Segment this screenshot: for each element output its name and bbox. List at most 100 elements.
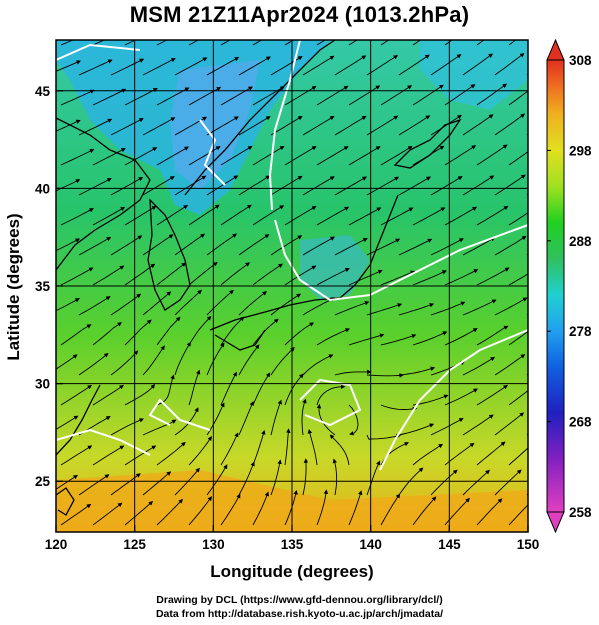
streamline: [270, 293, 302, 316]
streamline: [348, 404, 359, 436]
streamline: [238, 461, 255, 496]
streamline: [508, 90, 528, 106]
streamline: [380, 146, 413, 166]
streamline: [60, 503, 92, 526]
streamline: [444, 269, 479, 286]
streamline: [380, 40, 390, 46]
streamline: [92, 265, 125, 286]
streamline: [302, 354, 334, 376]
streamline: [56, 474, 78, 490]
streamline: [412, 443, 444, 466]
streamline: [430, 176, 463, 196]
colorbar: 308 298 288 278 268 258: [546, 38, 592, 534]
streamline: [348, 269, 383, 286]
streamline: [444, 328, 478, 346]
y-tick-label: 30: [35, 377, 50, 392]
streamline: [270, 175, 303, 196]
streamline: [92, 88, 127, 106]
x-tick-label: 125: [123, 537, 146, 552]
streamline: [476, 267, 510, 286]
streamline: [348, 207, 382, 226]
credits-line-2: Data from http://database.rish.kyoto-u.a…: [155, 608, 444, 620]
streamline: [238, 56, 271, 76]
x-tick-label: 135: [281, 537, 304, 552]
streamline: [380, 333, 417, 346]
credits: Drawing by DCL (https://www.gfd-dennou.o…: [0, 593, 599, 621]
graticule: [56, 40, 528, 532]
streamline: [110, 350, 139, 376]
streamline: [462, 114, 494, 136]
x-axis: 120 125 130 135 140 145 150: [45, 525, 539, 552]
streamline: [220, 262, 251, 286]
colorbar-tick-label: 298: [569, 143, 592, 158]
streamline: [110, 176, 144, 196]
streamline: [110, 118, 144, 136]
streamline: [174, 467, 200, 496]
streamline: [238, 116, 271, 136]
streamline: [60, 208, 94, 226]
streamline: [156, 316, 181, 346]
streamline: [494, 235, 527, 256]
streamline: [508, 330, 528, 346]
streamline: [366, 303, 403, 316]
streamline: [316, 268, 350, 286]
streamline: [124, 147, 158, 166]
streamline: [380, 207, 414, 226]
colorbar-bar: [546, 59, 565, 513]
streamline: [252, 145, 285, 166]
streamline: [56, 60, 82, 72]
streamline: [78, 474, 110, 496]
streamline: [334, 369, 372, 376]
streamline: [398, 467, 424, 496]
streamline: [508, 447, 528, 466]
streamline: [78, 236, 112, 256]
streamline: [238, 234, 270, 256]
streamline: [238, 175, 271, 196]
streamline: [270, 235, 303, 256]
y-tick-label: 40: [35, 181, 50, 196]
streamline: [430, 238, 464, 256]
streamline: [156, 146, 189, 166]
streamline: [142, 57, 176, 76]
streamline: [380, 404, 418, 412]
streamline: [462, 299, 497, 316]
streamline: [284, 40, 295, 46]
streamline: [252, 429, 266, 466]
streamline: [156, 262, 187, 286]
streamline: [366, 373, 404, 378]
streamline: [252, 40, 263, 46]
streamline: [316, 206, 350, 226]
streamline: [334, 237, 368, 256]
streamline: [92, 384, 124, 406]
streamline: [398, 423, 435, 436]
streamline: [156, 441, 186, 466]
streamline: [494, 353, 526, 376]
colorbar-tick-label: 258: [569, 505, 592, 520]
streamline: [56, 238, 80, 252]
streamline: [430, 54, 462, 76]
streamline: [188, 40, 200, 46]
streamline: [444, 388, 478, 406]
streamline: [142, 471, 172, 496]
streamline: [78, 59, 113, 76]
streamline: [444, 40, 453, 46]
streamline: [174, 175, 207, 196]
streamline: [444, 206, 478, 226]
streamline: [366, 460, 381, 496]
streamline: [60, 267, 94, 286]
streamline: [366, 238, 401, 256]
streamline: [476, 40, 485, 46]
streamline: [348, 85, 381, 106]
streamline: [508, 212, 528, 226]
streamline: [494, 297, 528, 316]
streamline: [174, 289, 202, 316]
streamline: [124, 501, 154, 526]
y-axis: 25 30 35 40 45: [35, 84, 63, 489]
streamline: [494, 113, 526, 136]
streamline: [462, 356, 496, 376]
streamline: [316, 40, 327, 46]
colorbar-tick-label: 278: [569, 324, 592, 339]
streamline: [302, 458, 309, 496]
streamline: [270, 459, 282, 496]
streamline: [238, 401, 254, 436]
